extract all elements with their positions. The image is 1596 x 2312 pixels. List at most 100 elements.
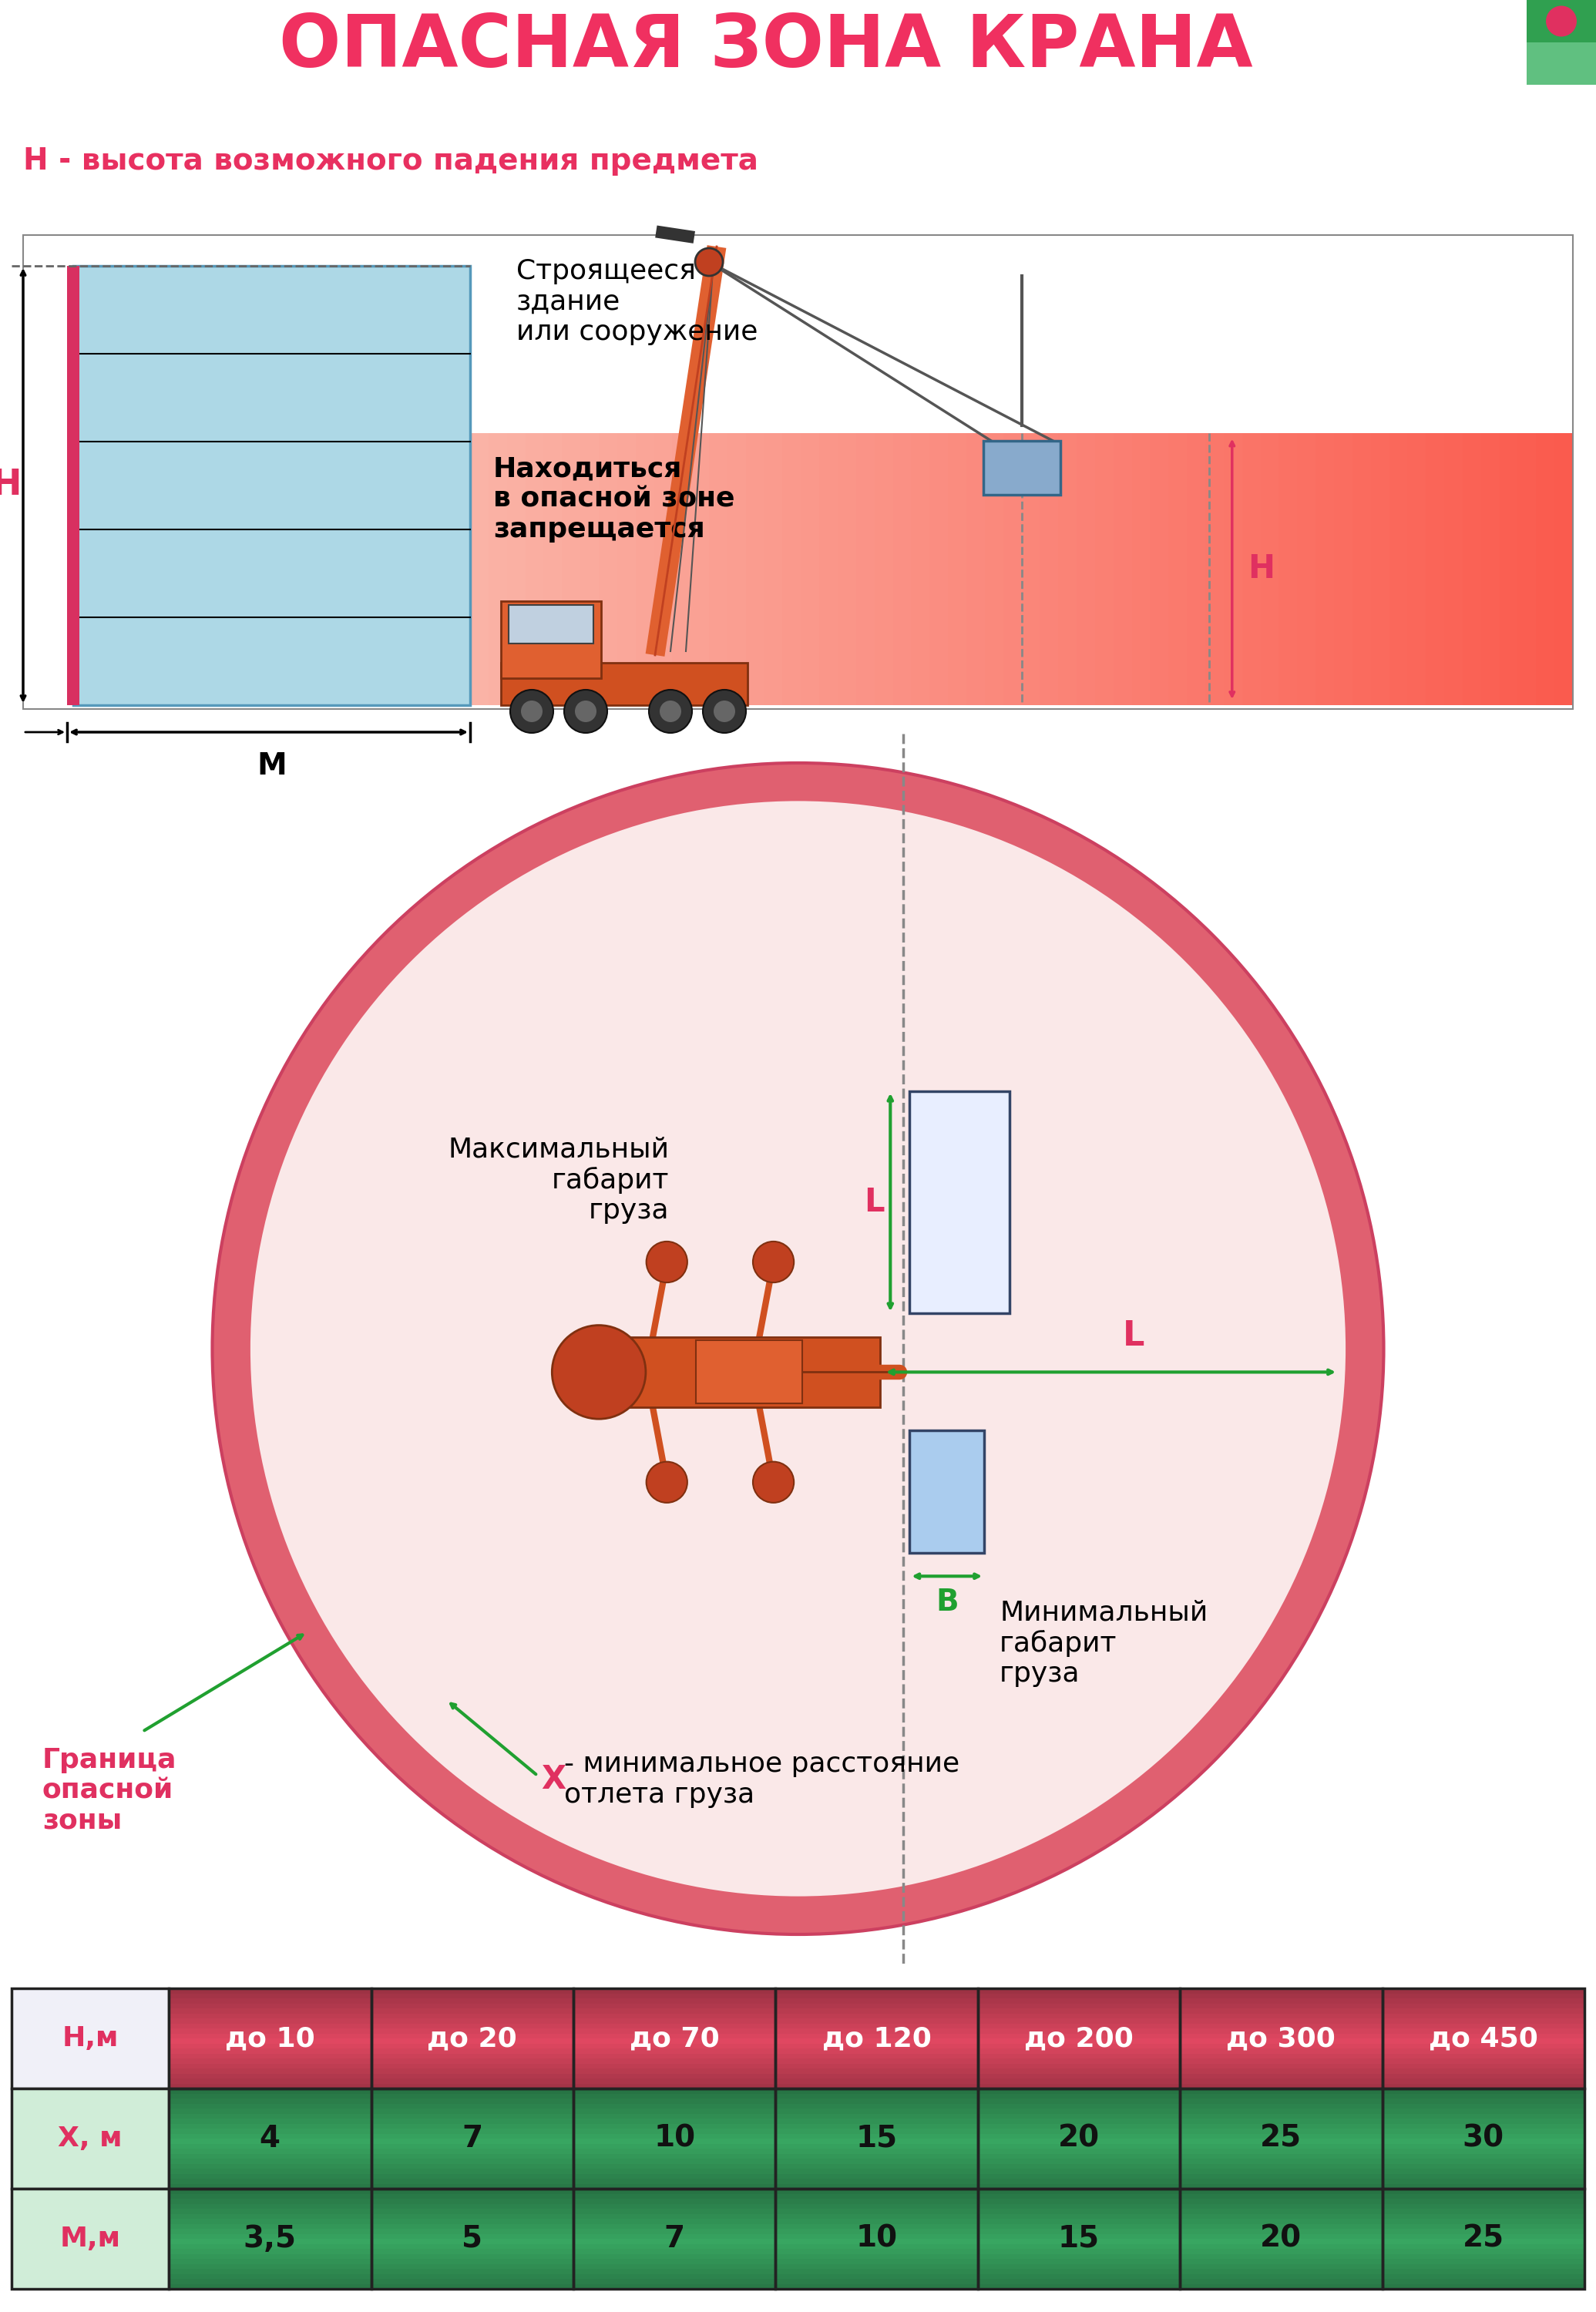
Bar	[1382, 2095, 1585, 2099]
Bar	[169, 2104, 372, 2109]
Bar	[776, 2233, 978, 2240]
Bar	[372, 2074, 573, 2078]
Bar	[573, 2088, 776, 2095]
Bar	[1382, 2018, 1585, 2025]
Bar	[372, 2058, 573, 2065]
Bar	[1382, 2220, 1585, 2224]
Bar	[573, 1993, 776, 2000]
Bar	[573, 2199, 776, 2206]
Bar	[169, 2268, 372, 2275]
Bar	[169, 2014, 372, 2018]
Bar	[1462, 432, 1481, 705]
Bar	[562, 432, 581, 705]
Bar	[1179, 2238, 1382, 2245]
Bar	[573, 2083, 776, 2090]
Bar	[776, 2224, 978, 2229]
Bar	[372, 2268, 573, 2275]
Bar	[978, 2169, 1179, 2173]
Bar	[1179, 2143, 1382, 2150]
Bar	[782, 432, 801, 705]
Bar	[169, 2238, 372, 2245]
Bar	[1179, 2104, 1382, 2109]
Bar	[169, 2009, 372, 2014]
Bar	[573, 2259, 776, 2266]
Bar	[1179, 1988, 1382, 1993]
Bar	[573, 2224, 776, 2229]
Bar	[372, 2134, 573, 2139]
Bar	[573, 2220, 776, 2224]
Bar	[372, 2178, 573, 2185]
Bar	[978, 2164, 1179, 2169]
Circle shape	[659, 701, 681, 721]
Bar	[372, 1998, 573, 2005]
Bar	[169, 2243, 372, 2250]
Bar	[169, 2250, 372, 2254]
Bar	[372, 2155, 573, 2159]
Bar	[776, 2250, 978, 2254]
Bar	[372, 1988, 573, 1993]
Circle shape	[552, 1325, 646, 1420]
Text: 25: 25	[1462, 2224, 1503, 2254]
Bar	[573, 2018, 776, 2025]
Text: Минимальный
габарит
груза: Минимальный габарит груза	[999, 1600, 1208, 1688]
Bar	[910, 1431, 985, 1554]
Bar	[776, 2284, 978, 2289]
Bar	[855, 432, 875, 705]
Bar	[1382, 2238, 1585, 2245]
Bar	[776, 2148, 978, 2155]
Bar	[372, 2189, 573, 2194]
Bar	[1179, 2189, 1382, 2289]
Bar	[1499, 432, 1518, 705]
Bar	[573, 2088, 776, 2189]
Bar	[1382, 2023, 1585, 2030]
Bar	[978, 2113, 1179, 2120]
Bar	[978, 2129, 1179, 2134]
Bar	[978, 2203, 1179, 2210]
Bar	[169, 1993, 372, 2000]
Bar	[372, 2254, 573, 2259]
Bar	[1382, 2039, 1585, 2044]
Bar	[776, 2259, 978, 2266]
Bar	[978, 2023, 1179, 2030]
Bar	[573, 2189, 776, 2289]
Bar	[1382, 2014, 1585, 2018]
Bar	[776, 2062, 978, 2069]
Bar	[573, 2062, 776, 2069]
Bar	[978, 2155, 1179, 2159]
Bar	[1382, 2215, 1585, 2220]
Text: 3,5: 3,5	[243, 2224, 297, 2254]
Bar	[978, 2088, 1179, 2095]
Bar	[372, 2028, 573, 2035]
Bar	[1382, 2178, 1585, 2185]
Bar	[501, 601, 602, 677]
Circle shape	[575, 701, 597, 721]
Bar	[169, 2208, 372, 2215]
Bar	[1224, 432, 1243, 705]
Bar	[978, 2048, 1179, 2053]
Bar	[372, 2078, 573, 2085]
Bar	[1242, 432, 1261, 705]
Bar	[1382, 2118, 1585, 2125]
Bar	[169, 2095, 372, 2099]
Bar	[1382, 2233, 1585, 2240]
Bar	[372, 2224, 573, 2229]
Bar	[978, 2250, 1179, 2254]
Circle shape	[212, 763, 1384, 1935]
Bar	[169, 2088, 372, 2189]
Bar	[1179, 2215, 1382, 2220]
Bar	[1382, 2164, 1585, 2169]
Bar	[1179, 2268, 1382, 2275]
Bar	[776, 2164, 978, 2169]
Bar	[911, 432, 930, 705]
Bar	[1382, 2088, 1585, 2189]
Bar	[372, 2284, 573, 2289]
Bar	[978, 2014, 1179, 2018]
Bar	[1382, 2254, 1585, 2259]
Bar	[573, 2183, 776, 2189]
Bar	[169, 2199, 372, 2206]
Bar	[372, 2263, 573, 2270]
Bar	[978, 1998, 1179, 2005]
Bar	[598, 432, 618, 705]
Bar	[169, 2220, 372, 2224]
Bar	[978, 2009, 1179, 2014]
